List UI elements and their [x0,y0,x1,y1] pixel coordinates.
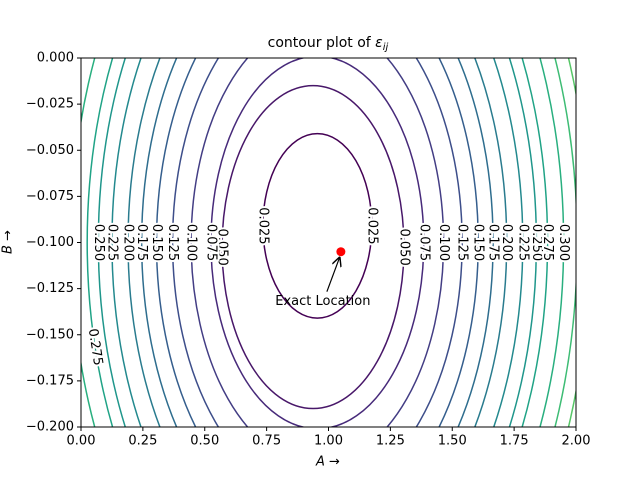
title-text: contour plot of [268,35,372,51]
x-tick-label: 0.75 [252,434,281,449]
contour-line [97,58,538,427]
x-tick-label: 1.25 [376,434,405,449]
x-tick-label: 0.25 [128,434,157,449]
annotation-text: Exact Location [275,294,370,309]
contour-label: 0.175 [486,224,501,261]
contour-label: 0.100 [184,224,199,261]
chart-title: contour plot of εij [268,35,389,53]
contour-label: 0.050 [215,229,230,266]
contour-line [190,58,445,427]
x-axis-label: A → [315,455,340,470]
contour-line [155,58,479,427]
x-tick-label: 1.00 [314,434,343,449]
x-tick-label: 0.50 [190,434,219,449]
contour-label: 0.200 [499,224,514,261]
plot-area [81,58,576,427]
contour-line [140,58,494,427]
y-tick-label: −0.050 [26,143,74,158]
contour-label: 0.300 [556,224,571,261]
contour-label: 0.025 [364,207,379,244]
contour-label: 0.175 [134,224,149,261]
contour-line [171,58,463,427]
contour-label: 0.125 [165,224,180,261]
contour-line [81,58,565,427]
contour-label: 0.025 [255,207,270,244]
contour-label: 0.075 [203,224,218,261]
contour-label: 0.225 [515,224,530,261]
contour-line [262,132,373,319]
y-tick-label: −0.175 [26,373,74,388]
contour-label: 0.275 [85,328,105,367]
contour-line [86,58,549,427]
title-symbol: ε [375,35,383,51]
contour-label: 0.275 [540,224,555,261]
x-tick-label: 0.00 [67,434,96,449]
y-tick-label: −0.025 [26,97,74,112]
contour-label: 0.125 [455,224,470,261]
contour-line [111,58,524,427]
contour-label: 0.200 [121,224,136,261]
contour-label: 0.100 [436,224,451,261]
exact-point [336,247,346,257]
contour-line [210,58,425,427]
annotation-arrow [326,257,340,292]
contour-label: 0.250 [91,224,106,261]
contour-label: 0.225 [104,224,119,261]
y-tick-label: −0.150 [26,327,74,342]
contour-label: 0.050 [396,229,411,266]
contour-label: 0.075 [416,224,431,261]
contour-label: 0.150 [149,224,164,261]
x-tick-label: 1.75 [500,434,529,449]
y-tick-label: −0.100 [26,235,74,250]
x-tick-label: 2.00 [562,434,591,449]
contour-label: 0.250 [529,224,544,261]
y-tick-label: −0.200 [26,420,74,435]
contour-line [221,84,405,410]
x-tick-label: 1.50 [438,434,467,449]
y-axis-label: B → [1,230,16,254]
y-tick-label: −0.075 [26,189,74,204]
title-subscript: ij [383,42,389,53]
contour-line [127,58,508,427]
y-tick-label: 0.000 [37,51,74,66]
contour-label: 0.150 [471,224,486,261]
y-tick-label: −0.125 [26,281,74,296]
